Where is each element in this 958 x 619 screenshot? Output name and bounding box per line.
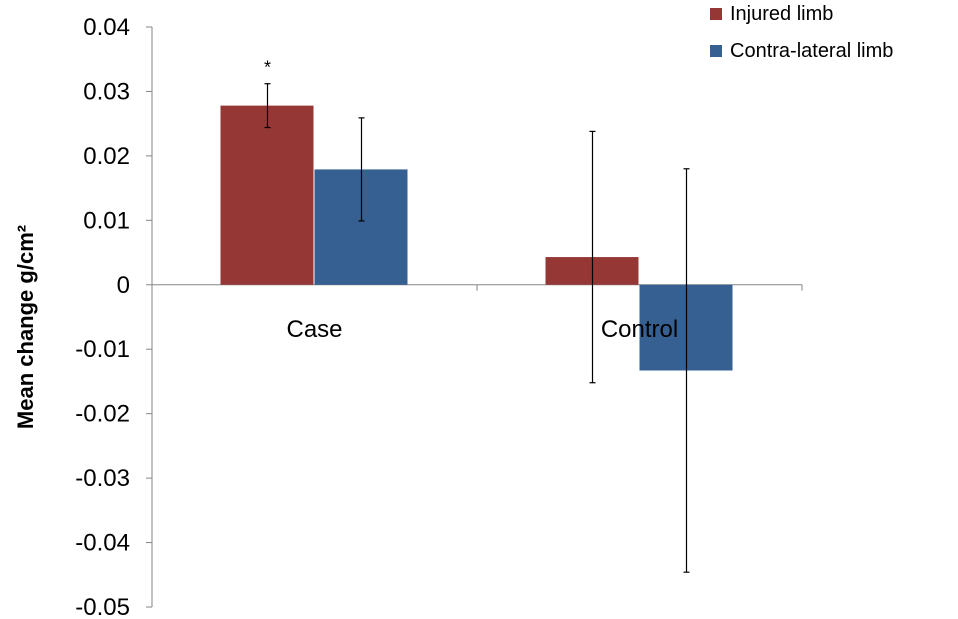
y-tick-label: -0.04 bbox=[75, 530, 130, 557]
legend-swatch bbox=[710, 45, 722, 57]
y-tick-label: 0.04 bbox=[83, 14, 130, 41]
y-tick-label: 0 bbox=[117, 272, 130, 299]
y-tick-label: 0.01 bbox=[83, 207, 130, 234]
y-tick-label: 0.02 bbox=[83, 143, 130, 170]
labels-layer: * Case Control bbox=[264, 58, 678, 343]
legend-swatch bbox=[710, 8, 722, 20]
category-label-control: Control bbox=[601, 316, 678, 343]
error-bars-layer bbox=[264, 83, 690, 573]
bar-case-injured-limb bbox=[220, 105, 314, 285]
y-tick-label: -0.02 bbox=[75, 401, 130, 428]
y-tick-label: -0.03 bbox=[75, 465, 130, 492]
y-axis-title: Mean change g/cm² bbox=[13, 225, 38, 429]
legend-label: Injured limb bbox=[730, 3, 833, 25]
legend-label: Contra-lateral limb bbox=[730, 40, 893, 62]
y-tick-label: -0.05 bbox=[75, 594, 130, 619]
legend: Injured limb Contra-lateral limb bbox=[710, 3, 893, 62]
axes-layer: 0.04 0.03 0.02 0.01 0 -0.01 -0.02 -0.03 -0.04 -0.… bbox=[13, 14, 803, 619]
y-tick-label: -0.01 bbox=[75, 336, 130, 363]
significance-marker: * bbox=[264, 58, 271, 78]
y-tick-label: 0.03 bbox=[83, 78, 130, 105]
category-label-case: Case bbox=[286, 316, 342, 343]
bars-layer bbox=[220, 105, 733, 371]
